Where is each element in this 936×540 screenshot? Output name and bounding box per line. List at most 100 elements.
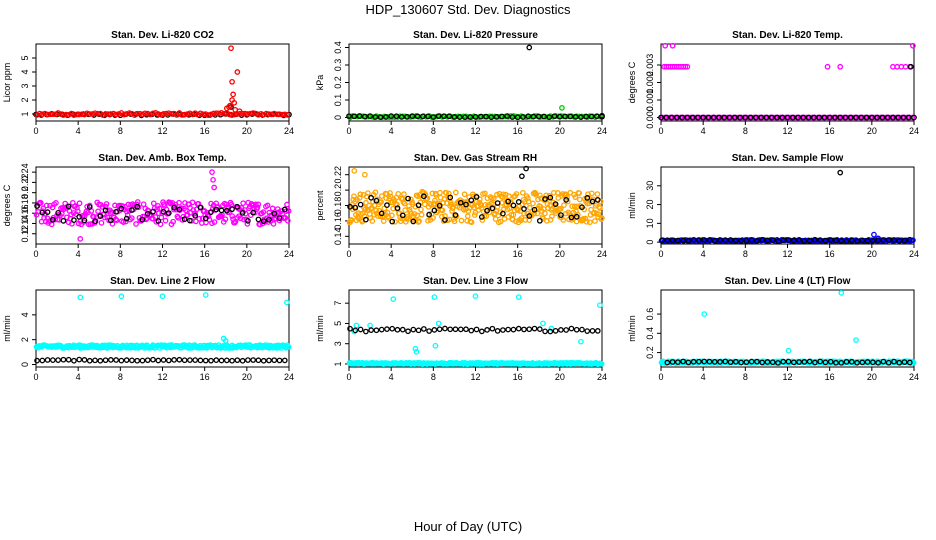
data-point (684, 114, 691, 121)
data-point (754, 358, 760, 365)
data-point (202, 215, 209, 222)
y-tick-label: 7 (333, 301, 343, 306)
x-tick-label: 20 (555, 126, 565, 136)
data-point (139, 357, 146, 364)
data-point (891, 358, 897, 365)
x-tick-label: 16 (513, 372, 523, 382)
data-point (473, 326, 480, 333)
x-tick-label: 8 (743, 126, 748, 136)
data-point (102, 207, 109, 214)
data-point (258, 110, 264, 117)
y-tick-label: 20 (645, 200, 655, 210)
data-point (833, 359, 839, 366)
data-point (659, 237, 665, 244)
data-point (875, 237, 882, 243)
y-axis-label: ml/min (627, 315, 637, 342)
plot-frame (660, 166, 915, 245)
data-point (60, 218, 67, 224)
data-point (218, 357, 225, 364)
data-point (896, 238, 903, 244)
data-point (223, 105, 230, 112)
data-point (768, 114, 775, 121)
series-black (658, 63, 917, 121)
x-tick-label: 12 (782, 126, 792, 136)
data-point (901, 237, 908, 244)
data-point (753, 114, 759, 121)
data-point (254, 204, 261, 211)
series-cyan (658, 290, 917, 366)
data-point (832, 114, 838, 121)
data-point (478, 214, 485, 220)
data-point (113, 357, 119, 363)
x-tick-label: 0 (33, 372, 38, 382)
data-point (99, 204, 106, 210)
data-point (369, 218, 376, 224)
data-point (150, 110, 156, 117)
data-point (669, 42, 676, 49)
data-point (526, 213, 533, 219)
data-point (717, 237, 723, 243)
data-point (43, 202, 50, 209)
data-point (589, 198, 596, 205)
data-point (103, 201, 110, 207)
data-point (121, 111, 127, 118)
data-point (171, 206, 177, 213)
x-tick-label: 0 (33, 249, 38, 259)
data-point (769, 359, 776, 366)
data-point (63, 111, 69, 118)
y-tick-label: 0.003 (645, 54, 655, 77)
data-point (413, 348, 420, 355)
data-point (284, 299, 290, 306)
data-point (210, 176, 216, 183)
y-tick-label: 0.14 (20, 215, 30, 233)
y-tick-label: 10 (645, 218, 655, 228)
data-point (525, 198, 532, 205)
data-point (785, 347, 792, 354)
data-point (505, 326, 512, 333)
data-point (208, 357, 214, 364)
series-magenta (659, 42, 916, 121)
data-point (576, 190, 582, 197)
data-point (160, 357, 167, 363)
data-point (230, 91, 236, 98)
data-point (515, 294, 522, 300)
y-tick-label: 0.2 (645, 346, 655, 359)
data-point (50, 357, 56, 363)
data-point (420, 193, 427, 200)
data-point (785, 358, 792, 365)
data-point (871, 231, 877, 238)
data-point (260, 111, 267, 118)
data-point (685, 359, 692, 366)
data-point (758, 114, 764, 121)
data-point (716, 114, 722, 121)
data-point (531, 206, 538, 213)
data-point (179, 112, 185, 118)
data-point (801, 238, 808, 244)
data-point (472, 293, 479, 299)
y-tick-label: 0.14 (333, 228, 343, 246)
data-point (547, 194, 554, 201)
data-point (165, 210, 172, 216)
x-tick-label: 8 (118, 249, 123, 259)
data-point (229, 213, 236, 219)
data-point (462, 114, 468, 121)
data-point (388, 113, 395, 119)
x-tick-label: 0 (346, 249, 351, 259)
data-point (796, 359, 802, 365)
data-point (589, 328, 596, 334)
data-point (197, 357, 204, 364)
data-point (270, 221, 277, 227)
data-point (134, 110, 141, 117)
data-point (764, 359, 771, 365)
data-point (158, 111, 164, 118)
data-point (420, 326, 427, 332)
data-point (890, 114, 896, 121)
data-point (142, 110, 148, 117)
data-point (269, 205, 276, 212)
x-tick-label: 4 (389, 249, 394, 259)
x-tick-label: 8 (743, 372, 748, 382)
y-tick-label: 0.2 (333, 184, 343, 197)
data-point (684, 63, 691, 70)
data-point (229, 112, 235, 118)
data-point (250, 201, 257, 208)
